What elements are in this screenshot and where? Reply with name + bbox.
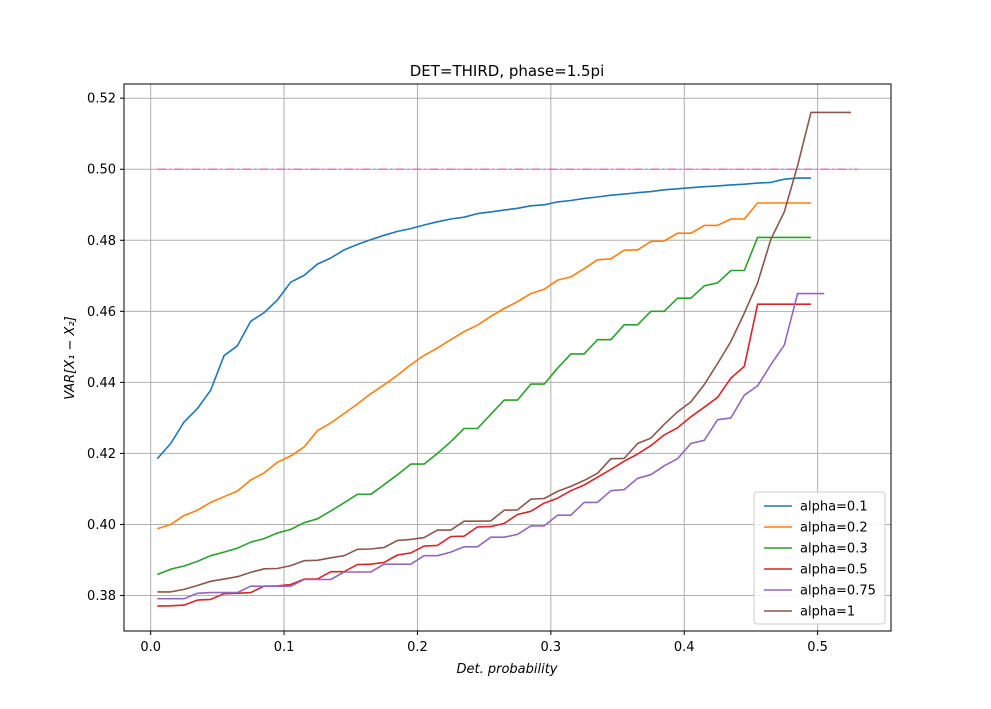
legend-label: alpha=1 [800,605,855,620]
y-tick-label: 0.44 [87,376,116,391]
legend-label: alpha=0.1 [800,500,868,515]
x-axis-label: Det. probability [456,662,557,677]
y-tick-label: 0.52 [87,92,116,107]
y-tick-label: 0.46 [87,305,116,320]
legend-label: alpha=0.75 [800,584,876,599]
legend-label: alpha=0.3 [800,542,868,557]
y-tick-label: 0.48 [87,234,116,249]
y-tick-label: 0.42 [87,447,116,462]
legend-label: alpha=0.2 [800,521,868,536]
x-tick-label: 0.5 [807,640,828,655]
series-layer [156,111,851,607]
grid-lines [124,84,891,631]
y-axis-label: VAR[X₁ − X₂] [63,316,78,399]
chart-title: DET=THIRD, phase=1.5pi [410,62,605,80]
y-tick-label: 0.38 [87,589,116,604]
x-tick-label: 0.1 [274,640,295,655]
series-line-alpha-0-1 [156,177,811,460]
x-tick-label: 0.0 [140,640,161,655]
x-tick-label: 0.3 [541,640,562,655]
series-line-alpha-0-75 [157,292,825,600]
x-tick-label: 0.4 [674,640,695,655]
y-axis-ticks: 0.38 0.40 0.42 0.44 0.46 0.48 0.50 0.52 [87,92,124,604]
legend-box [753,491,886,625]
x-axis-ticks: 0.0 0.1 0.2 0.3 0.4 0.5 [140,631,828,655]
y-tick-label: 0.40 [87,518,116,533]
legend: alpha=0.1 alpha=0.2 alpha=0.3 alpha=0.5 alph… [753,491,886,625]
series-line-alpha-0-3 [157,236,811,576]
series-line-alpha-1 [157,111,851,593]
series-line-alpha-0-2 [157,202,811,530]
legend-label: alpha=0.5 [800,563,868,578]
y-tick-label: 0.50 [87,163,116,178]
plot-frame [123,83,892,632]
x-tick-label: 0.2 [407,640,428,655]
